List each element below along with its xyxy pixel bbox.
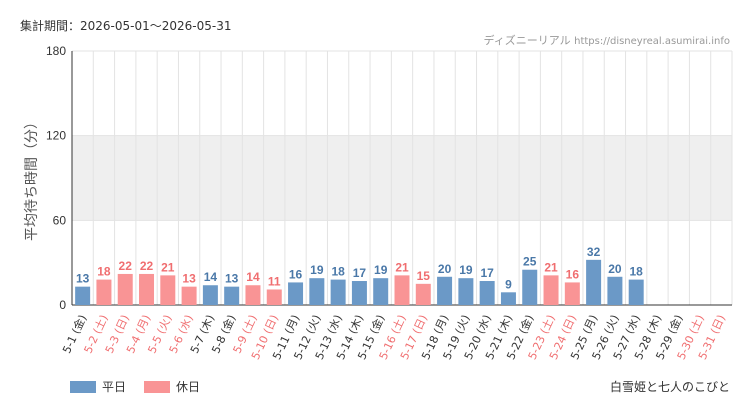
bar <box>543 275 559 305</box>
bar-value-label: 19 <box>310 263 324 277</box>
bar <box>181 286 197 305</box>
bar <box>437 276 453 305</box>
bar-value-label: 21 <box>544 260 558 274</box>
bar-value-label: 17 <box>353 266 367 280</box>
y-tick-label: 60 <box>53 213 67 227</box>
bar-value-label: 32 <box>587 245 601 259</box>
source-url[interactable]: https://disneyreal.asumirai.info <box>574 36 730 47</box>
bar-value-label: 13 <box>182 272 196 286</box>
bar <box>479 281 495 305</box>
bar <box>288 282 304 305</box>
bar-value-label: 15 <box>417 269 431 283</box>
bar <box>607 276 623 305</box>
source-credit: ディズニーリアル https://disneyreal.asumirai.inf… <box>484 32 731 48</box>
y-tick-label: 0 <box>59 298 66 312</box>
y-tick-label: 120 <box>46 129 66 143</box>
bar <box>75 286 91 305</box>
bar-value-label: 20 <box>608 262 622 276</box>
bar-value-label: 16 <box>566 267 580 281</box>
bar <box>586 259 602 305</box>
bar-value-label: 9 <box>505 277 512 291</box>
bar-value-label: 14 <box>246 270 260 284</box>
legend-label-weekday: 平日 <box>102 380 127 394</box>
bar <box>160 275 176 305</box>
bar <box>628 279 644 305</box>
bar-value-label: 25 <box>523 255 537 269</box>
bar-value-label: 18 <box>97 265 111 279</box>
bar-value-label: 22 <box>140 259 154 273</box>
legend-label-holiday: 休日 <box>176 380 201 394</box>
legend-swatch-weekday <box>70 380 96 393</box>
y-tick-label: 180 <box>46 44 66 58</box>
bar-value-label: 18 <box>331 265 345 279</box>
bar <box>139 273 155 305</box>
legend-swatch-holiday <box>144 380 171 393</box>
bar <box>96 279 112 305</box>
bar-value-label: 19 <box>459 263 473 277</box>
bar <box>224 286 240 305</box>
bar <box>458 278 474 305</box>
bar-value-label: 14 <box>204 270 218 284</box>
bar <box>266 289 282 305</box>
y-axis-label: 平均待ち時間（分） <box>24 115 40 241</box>
chart-legend: 平日 休日 <box>70 378 218 395</box>
bar-value-label: 16 <box>289 267 303 281</box>
period-label: 集計期間：2026-05-01～2026-05-31 <box>20 19 232 33</box>
bar-value-label: 19 <box>374 263 388 277</box>
bar <box>373 278 389 305</box>
bar <box>202 285 218 305</box>
bar-value-label: 11 <box>268 274 281 288</box>
bar <box>415 283 431 305</box>
bar-value-label: 20 <box>438 262 452 276</box>
attraction-name: 白雪姫と七人のこびと <box>609 380 730 394</box>
bar <box>394 275 410 305</box>
chart-band <box>72 135 732 221</box>
bar <box>309 278 325 305</box>
legend-item-weekday[interactable]: 平日 <box>70 378 126 395</box>
bar-value-label: 13 <box>76 272 90 286</box>
bar-value-label: 21 <box>161 260 175 274</box>
bar-value-label: 22 <box>119 259 133 273</box>
bar <box>522 269 538 305</box>
source-name: ディズニーリアル <box>483 34 571 47</box>
bar-value-label: 17 <box>480 266 494 280</box>
bar <box>330 279 346 305</box>
bar <box>245 285 261 305</box>
bar <box>351 281 367 305</box>
bar <box>564 282 580 305</box>
legend-item-holiday[interactable]: 休日 <box>144 378 200 395</box>
bar-value-label: 21 <box>395 260 409 274</box>
bar-value-label: 13 <box>225 272 239 286</box>
bar-value-label: 18 <box>630 265 644 279</box>
bar <box>117 273 133 305</box>
bar <box>500 292 516 305</box>
